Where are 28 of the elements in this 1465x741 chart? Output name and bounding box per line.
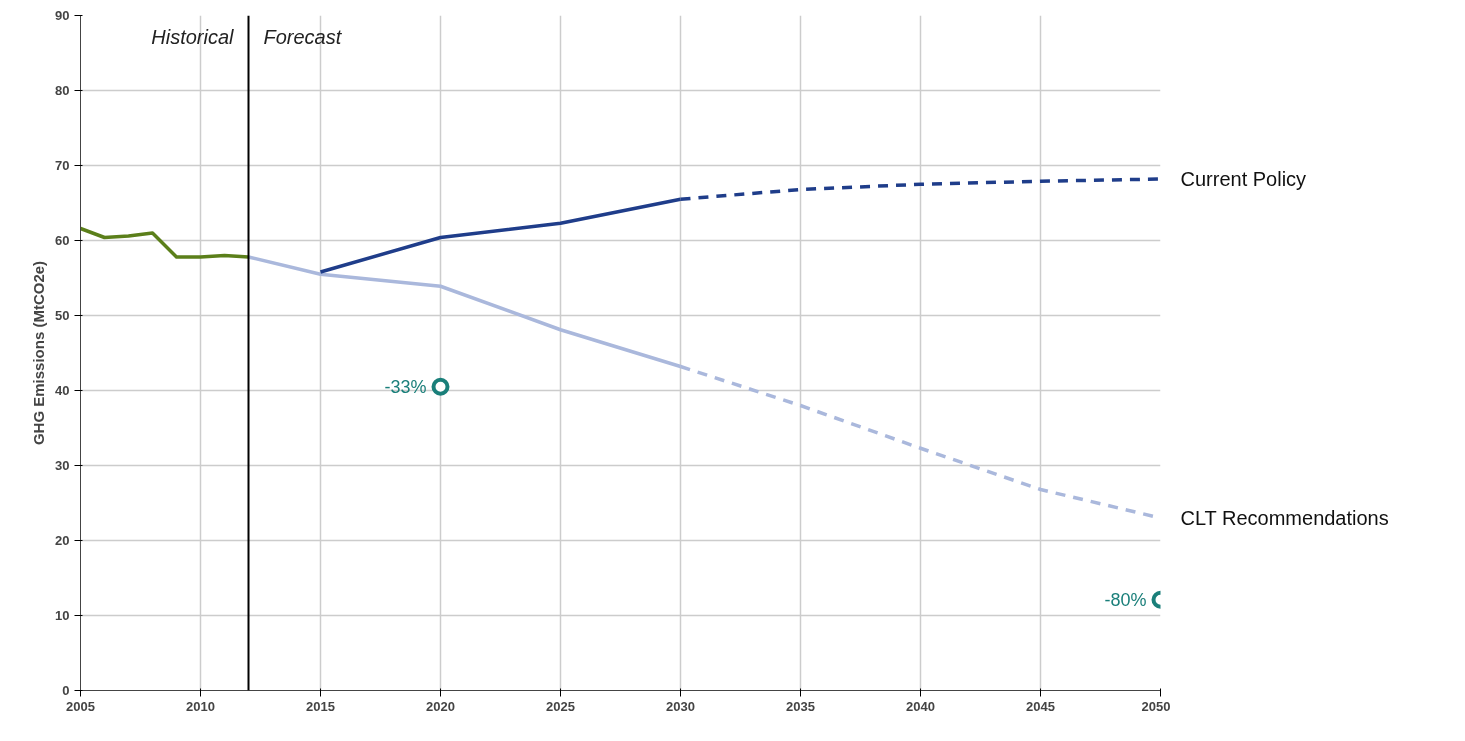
annotation: -80% <box>1104 589 1147 610</box>
annotation: -33% <box>384 376 427 397</box>
x-tick-label: 2010 <box>186 698 215 714</box>
series-label: CLT Recommendations <box>1180 507 1389 529</box>
x-tick-label: 2045 <box>1026 698 1055 714</box>
series-label: Current Policy <box>1180 168 1307 190</box>
y-tick-label: 20 <box>55 533 70 548</box>
line-series <box>80 226 251 259</box>
y-axis-title: GHG Emissions (MtCO2e) <box>30 260 48 446</box>
x-tick-label: 2025 <box>546 698 575 714</box>
y-tick-label: 80 <box>55 83 70 98</box>
y-tick-label: 40 <box>55 383 70 398</box>
y-tick-label: 70 <box>55 158 70 173</box>
x-tick-label: 2030 <box>666 698 695 714</box>
x-tick-label: 2005 <box>66 698 95 714</box>
y-tick-label: 50 <box>55 308 70 323</box>
annotation: Historical <box>151 25 235 48</box>
y-tick-label: 60 <box>55 233 70 248</box>
x-tick-label: 2050 <box>1141 698 1171 714</box>
y-tick-label: 90 <box>55 8 70 23</box>
y-tick-label: 30 <box>55 458 70 473</box>
annotation: Forecast <box>263 25 343 48</box>
x-tick-label: 2035 <box>786 698 815 714</box>
y-tick-label: 10 <box>55 608 70 623</box>
x-tick-label: 2040 <box>906 698 935 714</box>
x-tick-label: 2015 <box>306 698 335 714</box>
x-tick-label: 2020 <box>426 698 455 714</box>
y-tick-label: 0 <box>62 683 70 698</box>
